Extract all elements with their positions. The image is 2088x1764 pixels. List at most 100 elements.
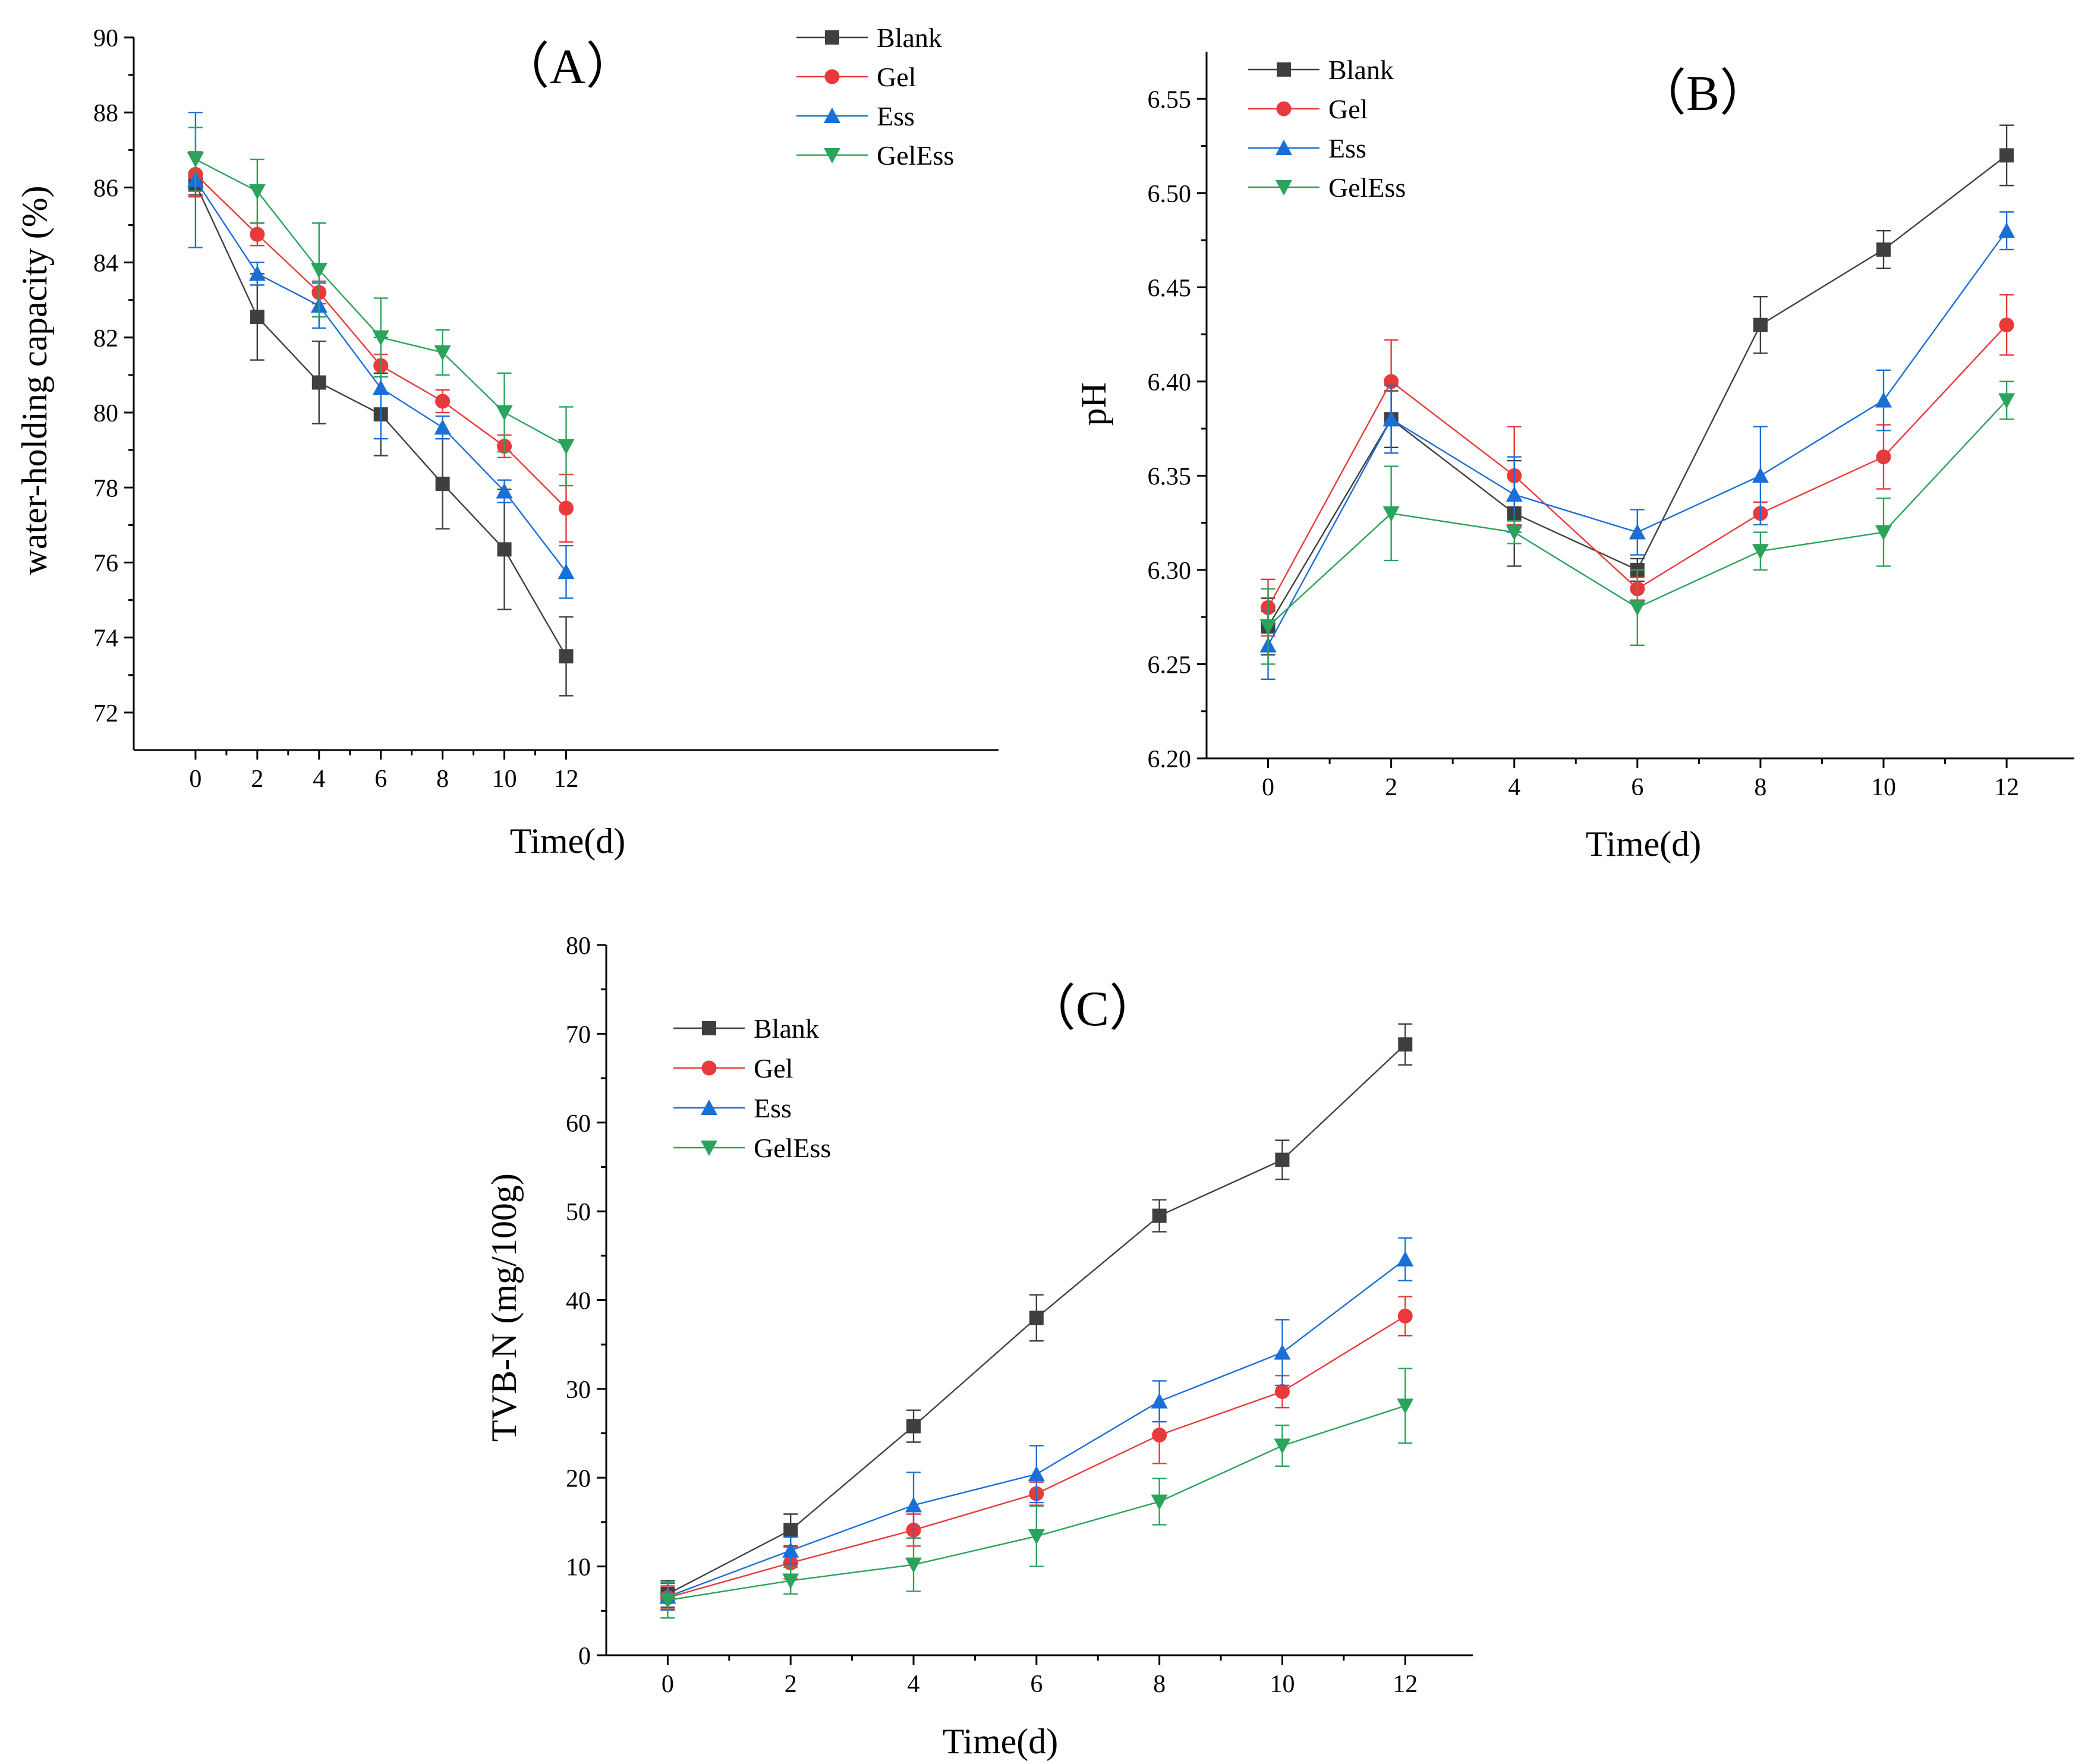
panel-c-gel-point — [1152, 1428, 1167, 1443]
panel-b-y-tick-label: 6.30 — [1148, 557, 1192, 585]
panel-a-legend-marker-ess — [824, 108, 840, 123]
panel-a-geless-point — [372, 330, 389, 346]
panel-b-legend-marker-geless — [1276, 180, 1292, 196]
panel-b-legend-item-blank: Blank — [1248, 55, 1394, 85]
panel-a-legend-marker-gel — [824, 69, 840, 84]
panel-a-blank-point — [250, 310, 264, 325]
panel-b-x-tick-label: 4 — [1508, 774, 1520, 801]
panel-a-x-axis-title: Time(d) — [510, 821, 625, 861]
panel-b-y-tick-label: 6.45 — [1148, 275, 1192, 302]
panel-c-x-tick-label: 8 — [1153, 1671, 1166, 1698]
panel-a-ess-point — [558, 563, 575, 579]
panel-b-blank-line — [1267, 155, 2007, 627]
panel-c-legend-marker-blank — [702, 1021, 716, 1035]
panel-a-gel-point — [559, 500, 574, 516]
panel-c-geless-point — [1397, 1398, 1414, 1415]
panel-a-gel-point — [250, 226, 265, 242]
panel-a-legend-marker-blank — [825, 30, 839, 45]
panel-b-y-tick-label: 6.50 — [1148, 181, 1192, 208]
panel-c-y-tick-label: 20 — [566, 1465, 591, 1492]
panel-a-geless-point — [558, 439, 575, 455]
panel-a-y-tick-label: 86 — [93, 175, 118, 202]
panel-b-legend-marker-gel — [1276, 101, 1292, 116]
panel-b-ess-point — [1382, 411, 1400, 427]
panel-b-legend-item-ess: Ess — [1248, 133, 1366, 163]
panel-b-geless-point — [1629, 600, 1646, 616]
panel-a-x-tick-label: 0 — [189, 766, 201, 793]
panel-a-series-geless — [187, 127, 575, 487]
panel-c-y-tick-label: 10 — [566, 1554, 591, 1582]
panel-b-legend-marker-blank — [1277, 62, 1291, 77]
panel-b-blank-point — [1753, 317, 1768, 332]
panel-c-y-tick-label: 0 — [578, 1643, 591, 1670]
panel-b-series-ess — [1259, 211, 2015, 681]
panel-c-y-tick-label: 60 — [566, 1110, 591, 1138]
panel-a-ess-point — [248, 265, 266, 281]
panel-c-y-tick-label: 40 — [566, 1288, 591, 1315]
panel-a-legend-label-geless: GelEss — [877, 140, 954, 171]
panel-c-x-tick-label: 12 — [1393, 1671, 1418, 1698]
panel-a-legend-label-gel: Gel — [877, 62, 916, 92]
panel-b-legend-label-ess: Ess — [1328, 133, 1366, 163]
panel-b-geless-point — [1506, 525, 1523, 541]
panel-c-legend-item-geless: GelEss — [673, 1133, 831, 1163]
panel-c-gel-point — [1274, 1384, 1290, 1399]
panel-b-x-tick-label: 12 — [1994, 774, 2019, 801]
panel-a-y-tick-label: 72 — [93, 700, 118, 727]
panel-c-ess-point — [1397, 1250, 1414, 1267]
panel-c-legend-label-ess: Ess — [754, 1093, 792, 1123]
panel-b-ess-point — [1506, 486, 1523, 502]
panel-b-gel-point — [1876, 449, 1891, 465]
panel-a-x-tick-label: 2 — [251, 766, 263, 793]
panel-c-x-tick-label: 4 — [908, 1671, 920, 1698]
panel-c-blank-point — [1029, 1311, 1044, 1325]
panel-c-blank-point — [1275, 1152, 1290, 1167]
panel-a-blank-point — [559, 649, 574, 664]
panel-c-y-tick-label: 70 — [566, 1021, 591, 1048]
panel-c-y-tick-label: 50 — [566, 1199, 591, 1226]
panel-c-legend-marker-gel — [701, 1060, 717, 1076]
panel-c-geless-point — [1028, 1529, 1045, 1545]
panel-a-legend-label-blank: Blank — [877, 23, 942, 53]
panel-c-y-tick-label: 30 — [566, 1376, 591, 1404]
panel-a-ess-point — [372, 380, 389, 396]
panel-a-blank-point — [497, 542, 512, 557]
panel-a-label: （A） — [500, 39, 636, 94]
panel-c-x-tick-label: 10 — [1270, 1671, 1295, 1698]
panel-b-ess-point — [1875, 392, 1892, 408]
panel-c-blank-point — [1152, 1208, 1167, 1223]
panel-c-legend-item-ess: Ess — [673, 1093, 792, 1123]
panel-c-x-tick-label: 0 — [662, 1671, 674, 1698]
panel-c-geless-point — [1151, 1494, 1168, 1510]
panel-c-legend-marker-geless — [701, 1141, 717, 1156]
panel-c-x-tick-label: 2 — [785, 1671, 797, 1698]
panel-c-geless-point — [905, 1557, 922, 1573]
panel-b-label: （B） — [1636, 66, 1769, 121]
panel-a-x-tick-label: 10 — [492, 766, 517, 793]
panel-a-gel-point — [435, 393, 451, 409]
panel-a-legend-item-blank: Blank — [796, 23, 942, 53]
panel-c-blank-point — [783, 1523, 798, 1538]
panel-a-geless-point — [434, 345, 451, 361]
panel-a-y-tick-label: 90 — [93, 25, 118, 52]
panel-a-x-tick-label: 12 — [554, 766, 579, 793]
panel-b-x-tick-label: 6 — [1631, 774, 1643, 801]
panel-a-legend-marker-geless — [824, 148, 840, 163]
panel-b-blank-point — [1999, 148, 2014, 163]
panel-a-ess-point — [434, 419, 451, 435]
panel-c-y-tick-label: 80 — [566, 933, 591, 960]
panel-c-ess-point — [1274, 1344, 1291, 1360]
panel-a-geless-point — [187, 152, 204, 168]
panel-b-x-tick-label: 10 — [1871, 774, 1896, 801]
panel-b-legend-marker-ess — [1276, 140, 1292, 155]
panel-a-blank-point — [435, 476, 450, 491]
panel-b-y-axis-title: pH — [1074, 382, 1113, 426]
panel-a-series-ess — [187, 112, 575, 599]
panel-a-y-axis-title: water-holding capacity (%) — [15, 185, 54, 575]
panel-c-legend-marker-ess — [701, 1100, 717, 1115]
panel-b-legend-label-geless: GelEss — [1328, 172, 1406, 203]
panel-c-geless-point — [1274, 1438, 1291, 1454]
panel-b-geless-point — [1998, 393, 2015, 409]
